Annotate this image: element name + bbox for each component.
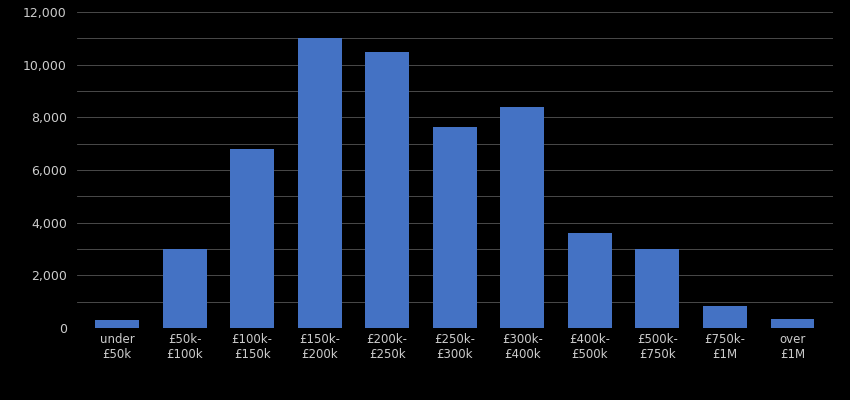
Bar bbox=[230, 149, 274, 328]
Bar bbox=[703, 306, 747, 328]
Bar bbox=[501, 107, 544, 328]
Bar bbox=[366, 52, 409, 328]
Bar bbox=[95, 320, 139, 328]
Bar bbox=[636, 249, 679, 328]
Bar bbox=[770, 319, 814, 328]
Bar bbox=[568, 233, 612, 328]
Bar bbox=[298, 38, 342, 328]
Bar bbox=[162, 249, 207, 328]
Bar bbox=[433, 126, 477, 328]
